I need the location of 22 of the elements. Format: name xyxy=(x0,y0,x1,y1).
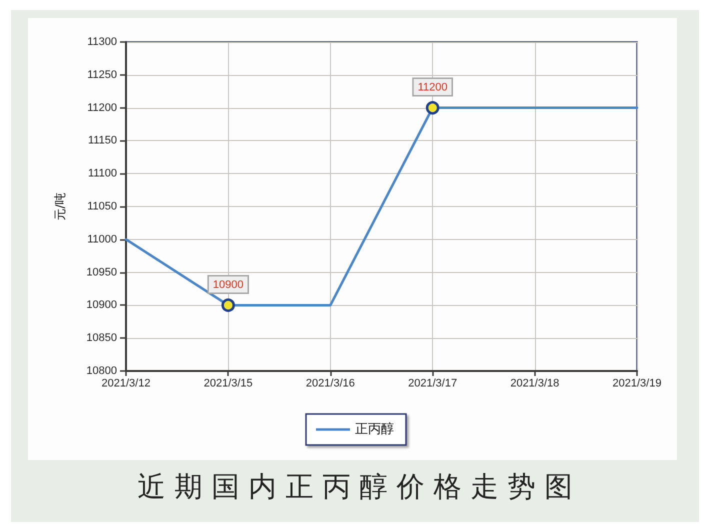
y-axis-title: 元/吨 xyxy=(53,192,67,221)
x-tick-label: 2021/3/18 xyxy=(510,378,560,390)
y-tick-label: 11000 xyxy=(87,233,117,246)
x-tick-label: 2021/3/17 xyxy=(408,378,458,390)
x-tick-label: 2021/3/19 xyxy=(612,378,662,390)
y-tick-label: 11300 xyxy=(87,36,117,48)
legend-label: 正丙醇 xyxy=(355,422,394,437)
x-tick-label: 2021/3/16 xyxy=(306,378,355,390)
y-tick-label: 11150 xyxy=(88,134,117,147)
data-label: 11200 xyxy=(418,82,448,94)
text: 近期国内正丙醇价格走势图 xyxy=(136,469,582,505)
y-tick-label: 10950 xyxy=(86,266,117,278)
y-tick-label: 11200 xyxy=(87,102,117,114)
y-tick-label: 11050 xyxy=(87,200,117,212)
x-tick-label: 2021/3/15 xyxy=(204,378,253,390)
y-tick-label: 10850 xyxy=(86,332,117,344)
y-tick-label: 11250 xyxy=(87,68,117,81)
data-label: 10900 xyxy=(212,278,244,291)
y-tick-label: 10800 xyxy=(86,365,117,377)
x-tick-label: 2021/3/12 xyxy=(102,378,150,390)
y-tick-label: 10900 xyxy=(86,299,117,312)
y-tick-label: 11100 xyxy=(88,168,117,180)
